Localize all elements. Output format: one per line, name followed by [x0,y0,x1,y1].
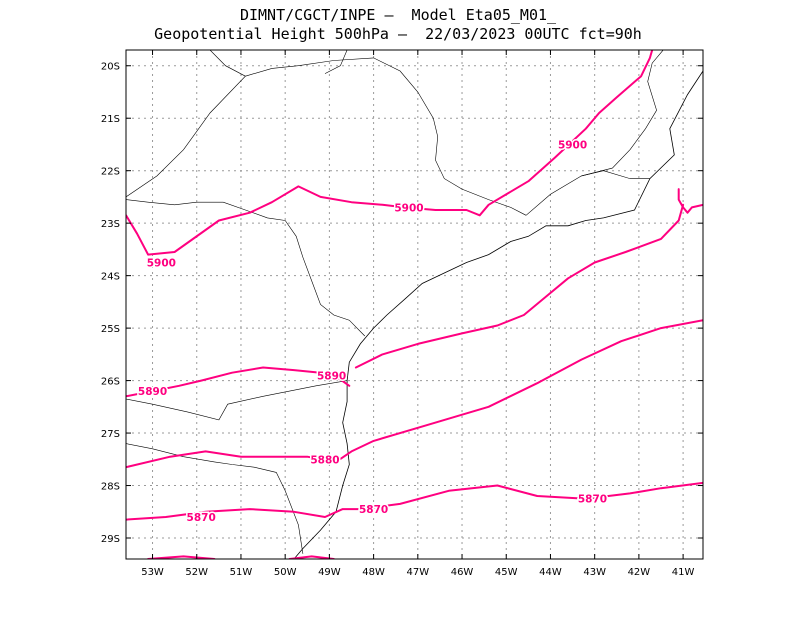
lon-tick-label: 51W [230,567,253,578]
lat-tick-label: 23S [101,219,120,230]
map-title-line1: DIMNT/CGCT/INPE – Model Eta05_M01_ [239,6,557,24]
state-border [525,50,664,216]
contour-line [126,319,703,469]
map-frame [125,49,704,560]
contour-value-label: 5870 [187,512,216,524]
state-border [209,50,246,77]
contour-value-label: 5900 [558,139,587,151]
state-border [126,443,304,554]
map-title-line2: Geopotential Height 500hPa – 22/03/2023 … [154,25,642,43]
contour-value-label: 5880 [310,454,339,466]
contour-line [677,188,703,214]
axis-ticks: 53W 52W 51W 50W 49W 48W 47W 46W 45W 44W 43W 42W 41W 2… [101,50,703,578]
lon-tick-label: 44W [539,567,562,578]
lon-tick-label: 50W [274,567,297,578]
lat-tick-label: 27S [101,429,120,440]
contour-value-label: 5890 [317,370,346,382]
geography-layer [126,50,703,559]
contour-line [126,50,654,256]
contour-layer [126,50,703,559]
lon-tick-label: 53W [141,567,164,578]
contour-line [126,366,351,398]
contour-line [354,203,685,369]
state-border [126,380,348,421]
lat-tick-label: 29S [101,534,120,545]
contour-value-label: 5900 [394,202,423,214]
state-border [581,170,650,179]
coastline [293,70,703,559]
lon-tick-label: 48W [362,567,385,578]
grid-lines [126,50,703,559]
lat-tick-label: 26S [101,377,120,388]
lat-tick-label: 24S [101,272,120,283]
state-border [271,57,527,216]
lon-tick-label: 43W [583,567,606,578]
contour-value-label: 5900 [147,258,176,270]
lat-tick-label: 28S [101,482,120,493]
lat-tick-label: 22S [101,167,120,178]
lon-tick-label: 49W [318,567,341,578]
contour-value-label: 5870 [578,494,607,506]
lat-tick-label: 20S [101,62,120,73]
lon-tick-label: 42W [628,567,651,578]
contour-value-label: 5890 [138,386,167,398]
lat-tick-label: 25S [101,324,120,335]
state-border [324,50,348,74]
lon-tick-label: 47W [407,567,430,578]
contour-line [126,481,703,521]
state-border [126,199,366,337]
lat-tick-label: 21S [101,114,120,125]
lon-tick-label: 52W [185,567,208,578]
lon-tick-label: 41W [672,567,695,578]
state-border [126,68,272,198]
lon-tick-label: 46W [451,567,474,578]
contour-label-layer: 5900 5900 5900 5890 5890 5880 5870 5870 5870 [136,138,608,526]
contour-line [288,555,335,559]
lon-tick-label: 45W [495,567,518,578]
contour-line [147,555,216,559]
contour-value-label: 5870 [359,504,388,516]
